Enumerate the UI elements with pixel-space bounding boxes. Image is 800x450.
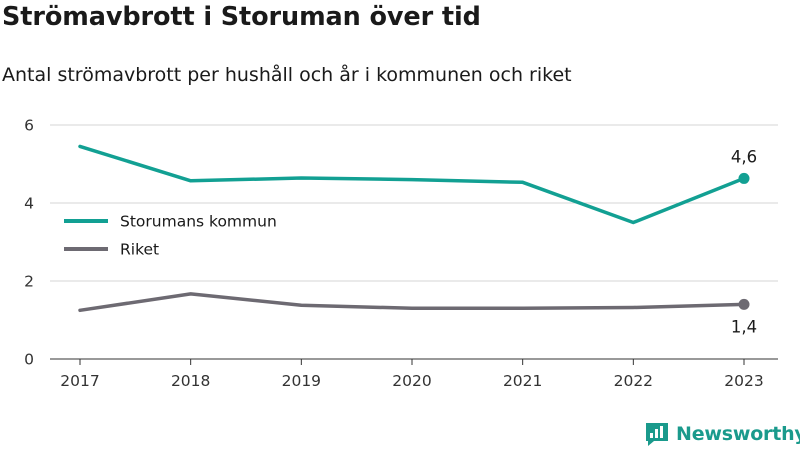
x-tick-label: 2021 <box>503 372 542 390</box>
legend-label-1: Riket <box>120 241 159 259</box>
gridlines <box>50 124 778 360</box>
y-tick-label: 4 <box>24 195 34 213</box>
legend: Storumans kommun Riket <box>64 213 277 259</box>
series-end-label-1: 1,4 <box>731 317 757 336</box>
y-tick-label: 6 <box>24 117 34 135</box>
x-tick-label: 2023 <box>724 372 763 390</box>
x-tick-label: 2020 <box>392 372 431 390</box>
y-tick-label: 2 <box>24 273 34 291</box>
y-tick-label: 0 <box>24 351 34 369</box>
x-tick-label: 2022 <box>614 372 653 390</box>
x-axis: 2017 2018 2019 2020 2021 2022 2023 <box>60 359 764 390</box>
series-line-0 <box>78 144 746 225</box>
newsworthy-brand: Newsworthy <box>644 421 800 447</box>
legend-label-0: Storumans kommun <box>120 213 277 231</box>
y-axis: 0 2 4 6 <box>24 117 34 369</box>
chart-title: Strömavbrott i Storuman över tid <box>2 2 481 32</box>
newsworthy-logo-icon <box>646 423 668 446</box>
series-line-1 <box>78 292 746 313</box>
series-lines <box>78 144 750 313</box>
series-end-point-1 <box>738 298 750 310</box>
x-tick-label: 2018 <box>171 372 210 390</box>
chart-subtitle: Antal strömavbrott per hushåll och år i … <box>2 64 572 86</box>
x-tick-label: 2017 <box>60 372 99 390</box>
series-end-label-0: 4,6 <box>731 147 757 166</box>
x-tick-label: 2019 <box>282 372 321 390</box>
series-end-point-0 <box>738 172 750 184</box>
end-labels: 4,6 1,4 <box>731 147 757 336</box>
brand-name: Newsworthy <box>676 423 800 445</box>
